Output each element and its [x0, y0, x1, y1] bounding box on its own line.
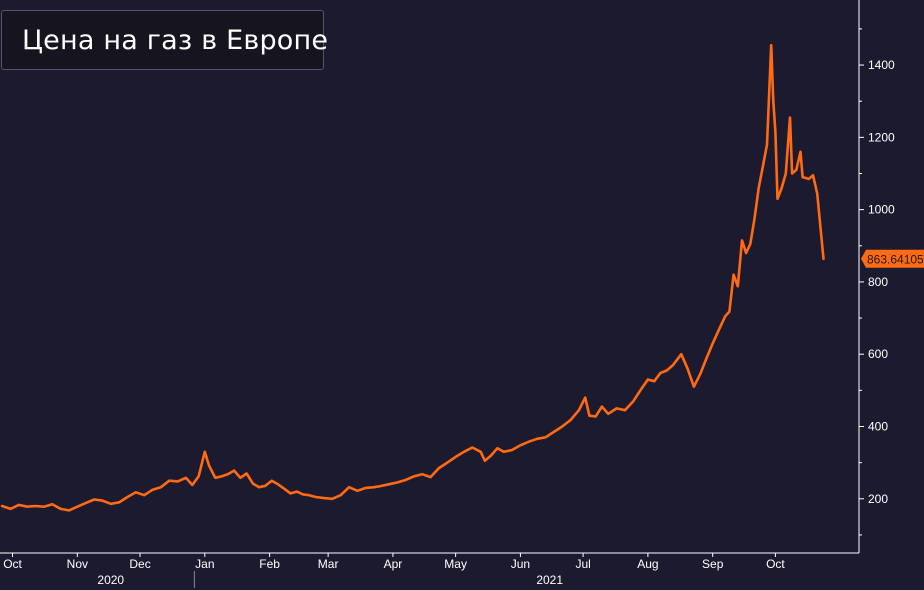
year-label: 2020: [97, 573, 124, 587]
x-tick-label: Nov: [67, 557, 88, 571]
y-tick-label: 1000: [868, 203, 895, 217]
last-value-tag: [861, 249, 924, 268]
x-tick-label: Feb: [259, 557, 280, 571]
x-tick-label: Oct: [3, 557, 22, 571]
x-tick-label: Apr: [384, 557, 403, 571]
y-tick-label: 1400: [868, 58, 895, 72]
series-layer: [0, 43, 825, 512]
series-line: [0, 43, 825, 512]
last-value-text: 863.64105: [867, 252, 924, 266]
x-tick-label: Aug: [637, 557, 658, 571]
year-label: 2021: [536, 573, 563, 587]
y-tick-label: 200: [868, 492, 888, 506]
x-tick-label: Jan: [195, 557, 214, 571]
axes: 200 400 600 800 1000 1200 1400 Oct Nov Dec Jan Feb M…: [0, 0, 895, 588]
last-value-label: 863.64105: [861, 249, 924, 268]
y-tick-label: 800: [868, 275, 888, 289]
x-tick-label: Jul: [575, 557, 590, 571]
x-tick-label: Dec: [129, 557, 150, 571]
x-tick-label: Oct: [766, 557, 785, 571]
x-tick-label: Mar: [318, 557, 339, 571]
y-tick-label: 400: [868, 419, 888, 433]
x-tick-label: Jun: [511, 557, 530, 571]
x-tick-label: May: [444, 557, 467, 571]
legend: Цена на газ в Европе: [1, 10, 328, 70]
legend-label: Цена на газ в Европе: [22, 24, 329, 56]
x-tick-label: Sep: [702, 557, 724, 571]
y-tick-label: 600: [868, 347, 888, 361]
y-tick-label: 1200: [868, 130, 895, 144]
